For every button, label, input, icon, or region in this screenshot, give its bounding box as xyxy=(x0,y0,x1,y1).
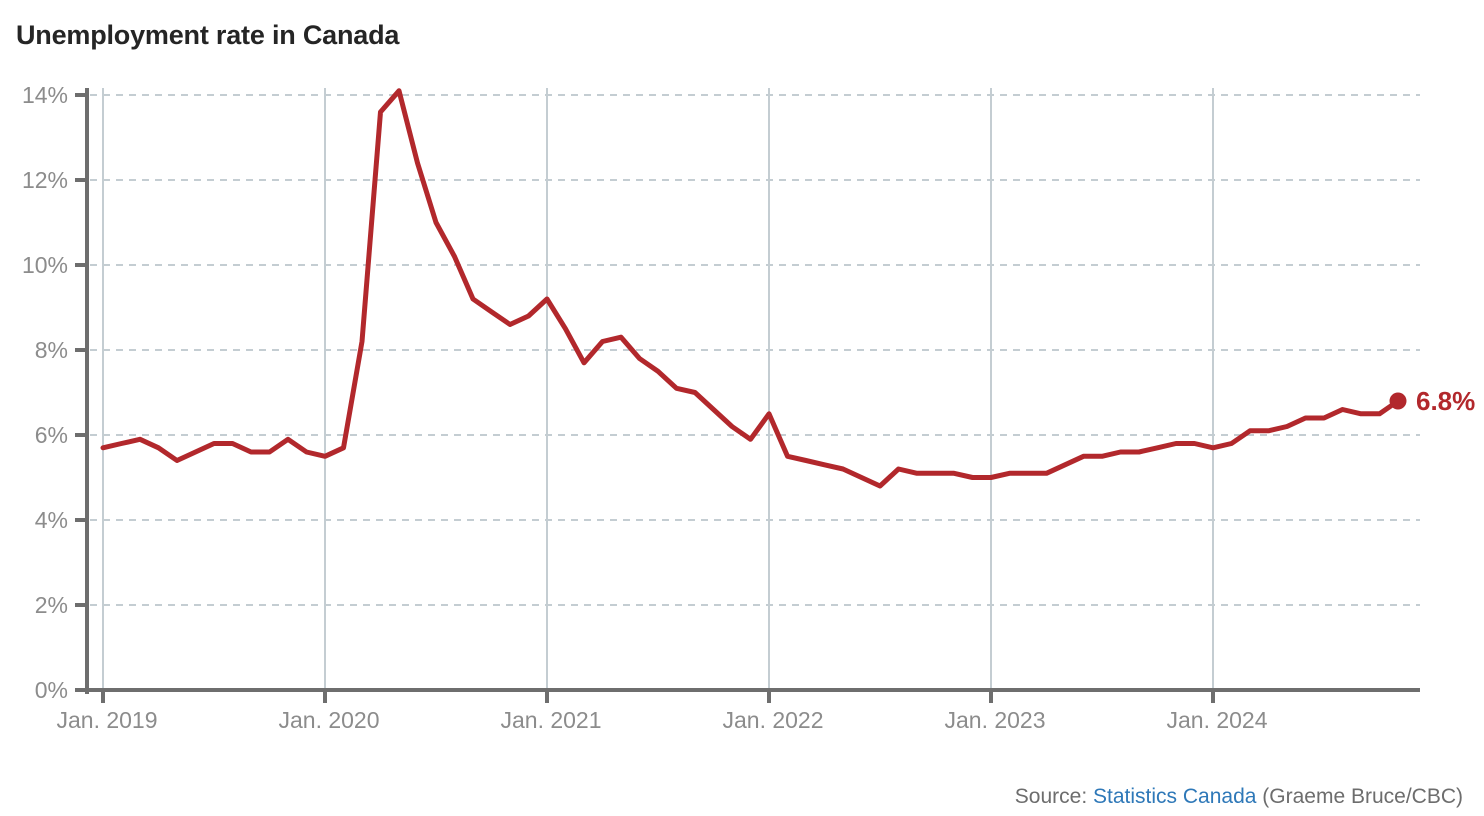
source-link-statistics-canada[interactable]: Statistics Canada xyxy=(1093,785,1257,808)
x-tick-label: Jan. 2019 xyxy=(56,707,157,733)
end-point-label: 6.8% xyxy=(1416,386,1475,416)
y-tick-label: 2% xyxy=(35,592,68,618)
y-tick-label: 0% xyxy=(35,677,68,703)
x-tick-label: Jan. 2024 xyxy=(1166,707,1267,733)
source-prefix: Source: xyxy=(1014,785,1088,808)
y-tick-label: 4% xyxy=(35,507,68,533)
line-chart-plot: 0% 2% 4% 6% 8% 10% 12% 14% Jan. 2019 Jan. 2020 Jan… xyxy=(22,82,1475,733)
x-tick-label: Jan. 2022 xyxy=(722,707,823,733)
unemployment-rate-line xyxy=(100,88,1401,489)
page-title: Unemployment rate in Canada xyxy=(16,20,400,50)
y-tick-label: 8% xyxy=(35,337,68,363)
source-line: Source: Statistics Canada (Graeme Bruce/… xyxy=(1015,785,1463,809)
y-tick-label: 14% xyxy=(22,82,68,108)
x-tick-label: Jan. 2021 xyxy=(500,707,601,733)
x-tick-label: Jan. 2023 xyxy=(944,707,1045,733)
y-tick-label: 10% xyxy=(22,252,68,278)
y-tick-label: 12% xyxy=(22,167,68,193)
source-credit: (Graeme Bruce/CBC) xyxy=(1262,785,1463,808)
end-point-dot xyxy=(1389,392,1407,410)
y-tick-label: 6% xyxy=(35,422,68,448)
x-tick-label: Jan. 2020 xyxy=(278,707,379,733)
